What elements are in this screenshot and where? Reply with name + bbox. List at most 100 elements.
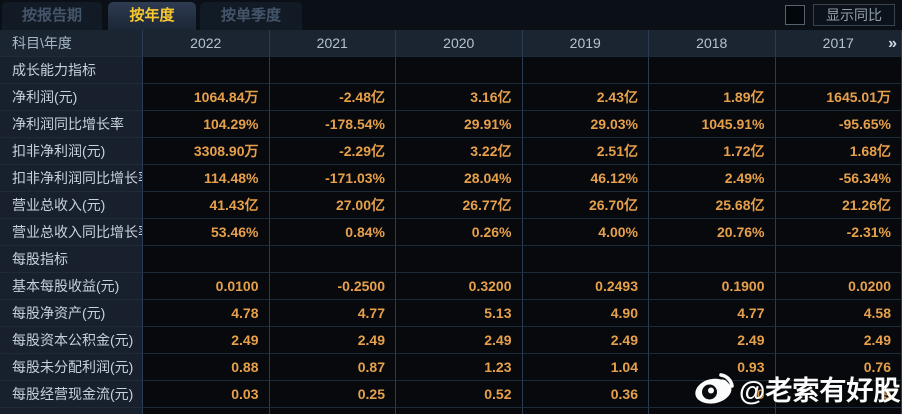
tab-bar: 按报告期 按年度 按单季度 显示同比	[0, 0, 902, 30]
row-label-cell[interactable]: 营业总收入同比增长率	[0, 219, 143, 246]
table-cell[interactable]: 4.78	[143, 300, 270, 327]
tab-by-year[interactable]: 按年度	[108, 2, 196, 30]
table-cell[interactable]: 1045.91%	[649, 111, 776, 138]
table-cell[interactable]: 4.77	[649, 300, 776, 327]
table-cell[interactable]: 3.22亿	[396, 138, 523, 165]
table-cell[interactable]: 3.16亿	[396, 84, 523, 111]
table-cell	[775, 57, 902, 84]
row-label-cell[interactable]: 净利润同比增长率	[0, 111, 143, 138]
table-cell[interactable]: 41.43亿	[143, 192, 270, 219]
table-cell	[396, 57, 523, 84]
table-cell	[269, 246, 396, 273]
column-header-item-year: 科目\年度	[0, 30, 143, 57]
row-label-cell[interactable]: 每股净资产(元)	[0, 300, 143, 327]
year-label: 2021	[316, 35, 348, 51]
table-cell[interactable]: 2.51亿	[522, 138, 649, 165]
table-cell[interactable]: 2.49	[522, 327, 649, 354]
table-cell[interactable]: 2.49%	[649, 165, 776, 192]
table-cell[interactable]: -2.31%	[775, 219, 902, 246]
table-cell[interactable]: 0.25	[269, 381, 396, 408]
table-cell[interactable]: 26.77亿	[396, 192, 523, 219]
table-cell[interactable]: -2.48亿	[269, 84, 396, 111]
table: 科目\年度 2022 2021 2020 2019 2018 2017 » 成长能力指标 净利润(…	[0, 30, 902, 414]
table-cell[interactable]: 2.49	[649, 327, 776, 354]
table-cell[interactable]: 1.72亿	[649, 138, 776, 165]
table-cell[interactable]: 53.46%	[143, 219, 270, 246]
year-label: 2019	[569, 35, 601, 51]
table-cell[interactable]: 1.23	[396, 354, 523, 381]
table-cell[interactable]: 29.03%	[522, 111, 649, 138]
table-cell[interactable]: -178.54%	[269, 111, 396, 138]
table-cell[interactable]: 25.68亿	[649, 192, 776, 219]
row-label-cell[interactable]: 每股资本公积金(元)	[0, 327, 143, 354]
table-cell[interactable]: 0.0100	[143, 273, 270, 300]
table-cell[interactable]: 2.43亿	[522, 84, 649, 111]
table-cell	[649, 246, 776, 273]
table-cell[interactable]: 1.04	[522, 354, 649, 381]
table-cell[interactable]: -171.03%	[269, 165, 396, 192]
table-cell[interactable]: 20.76%	[649, 219, 776, 246]
table-cell[interactable]: 0.87	[269, 354, 396, 381]
table-cell[interactable]: 4.00%	[522, 219, 649, 246]
table-cell	[269, 408, 396, 414]
table-cell[interactable]: 5.13	[396, 300, 523, 327]
table-cell[interactable]: 0.2493	[522, 273, 649, 300]
table-cell[interactable]: 21.26亿	[775, 192, 902, 219]
table-cell[interactable]: -2.29亿	[269, 138, 396, 165]
table-cell[interactable]: -95.65%	[775, 111, 902, 138]
row-label-cell	[0, 408, 143, 414]
table-cell[interactable]: 2.49	[396, 327, 523, 354]
table-cell[interactable]: 46.12%	[522, 165, 649, 192]
table-cell[interactable]: 2.49	[775, 327, 902, 354]
table-cell[interactable]: -0.2500	[269, 273, 396, 300]
section-header-cell: 每股指标	[0, 246, 143, 273]
table-cell[interactable]: 2.49	[143, 327, 270, 354]
table-cell[interactable]: 0.1900	[649, 273, 776, 300]
table-cell[interactable]: 27.00亿	[269, 192, 396, 219]
row-label-cell[interactable]: 基本每股收益(元)	[0, 273, 143, 300]
table-cell[interactable]: 3308.90万	[143, 138, 270, 165]
table-cell[interactable]: 0.76	[775, 354, 902, 381]
table-cell[interactable]: 4.77	[269, 300, 396, 327]
table-cell[interactable]: 0.3200	[396, 273, 523, 300]
table-cell[interactable]: 0.93	[649, 354, 776, 381]
tab-by-report-period[interactable]: 按报告期	[2, 2, 102, 30]
table-cell	[396, 408, 523, 414]
table-cell[interactable]: 114.48%	[143, 165, 270, 192]
show-yoy-checkbox[interactable]	[785, 5, 805, 25]
row-label-cell[interactable]: 营业总收入(元)	[0, 192, 143, 219]
more-years-icon[interactable]: »	[888, 35, 897, 52]
table-cell[interactable]: 28.04%	[396, 165, 523, 192]
table-cell[interactable]: 9	[775, 381, 902, 408]
column-header-year: 2021	[269, 30, 396, 57]
show-yoy-toggle-button[interactable]: 显示同比	[813, 4, 895, 26]
table-cell[interactable]: 104.29%	[143, 111, 270, 138]
table-cell[interactable]: 4.90	[522, 300, 649, 327]
row-label-cell[interactable]: 扣非净利润(元)	[0, 138, 143, 165]
table-cell[interactable]: 26.70亿	[522, 192, 649, 219]
row-label-cell[interactable]: 扣非净利润同比增长率	[0, 165, 143, 192]
year-label: 2020	[443, 35, 475, 51]
table-cell[interactable]: 4.58	[775, 300, 902, 327]
table-cell[interactable]: 0.52	[396, 381, 523, 408]
table-cell[interactable]: 0.0200	[775, 273, 902, 300]
table-cell[interactable]: 29.91%	[396, 111, 523, 138]
table-cell[interactable]: 1.68亿	[775, 138, 902, 165]
table-cell	[143, 57, 270, 84]
table-cell[interactable]: 0.26%	[396, 219, 523, 246]
row-label-cell[interactable]: 每股经营现金流(元)	[0, 381, 143, 408]
table-cell[interactable]: -56.34%	[775, 165, 902, 192]
row-label-cell[interactable]: 净利润(元)	[0, 84, 143, 111]
tab-by-quarter[interactable]: 按单季度	[200, 2, 302, 30]
table-cell[interactable]: 0.88	[143, 354, 270, 381]
table-cell[interactable]: 2.49	[269, 327, 396, 354]
table-cell[interactable]: 0.36	[522, 381, 649, 408]
table-cell[interactable]: 1064.84万	[143, 84, 270, 111]
table-cell[interactable]: 1.89亿	[649, 84, 776, 111]
table-cell[interactable]: 0.03	[143, 381, 270, 408]
year-label: 2018	[696, 35, 728, 51]
row-label-cell[interactable]: 每股未分配利润(元)	[0, 354, 143, 381]
table-cell[interactable]: 0.84%	[269, 219, 396, 246]
table-cell[interactable]: 1645.01万	[775, 84, 902, 111]
year-label: 2022	[190, 35, 222, 51]
